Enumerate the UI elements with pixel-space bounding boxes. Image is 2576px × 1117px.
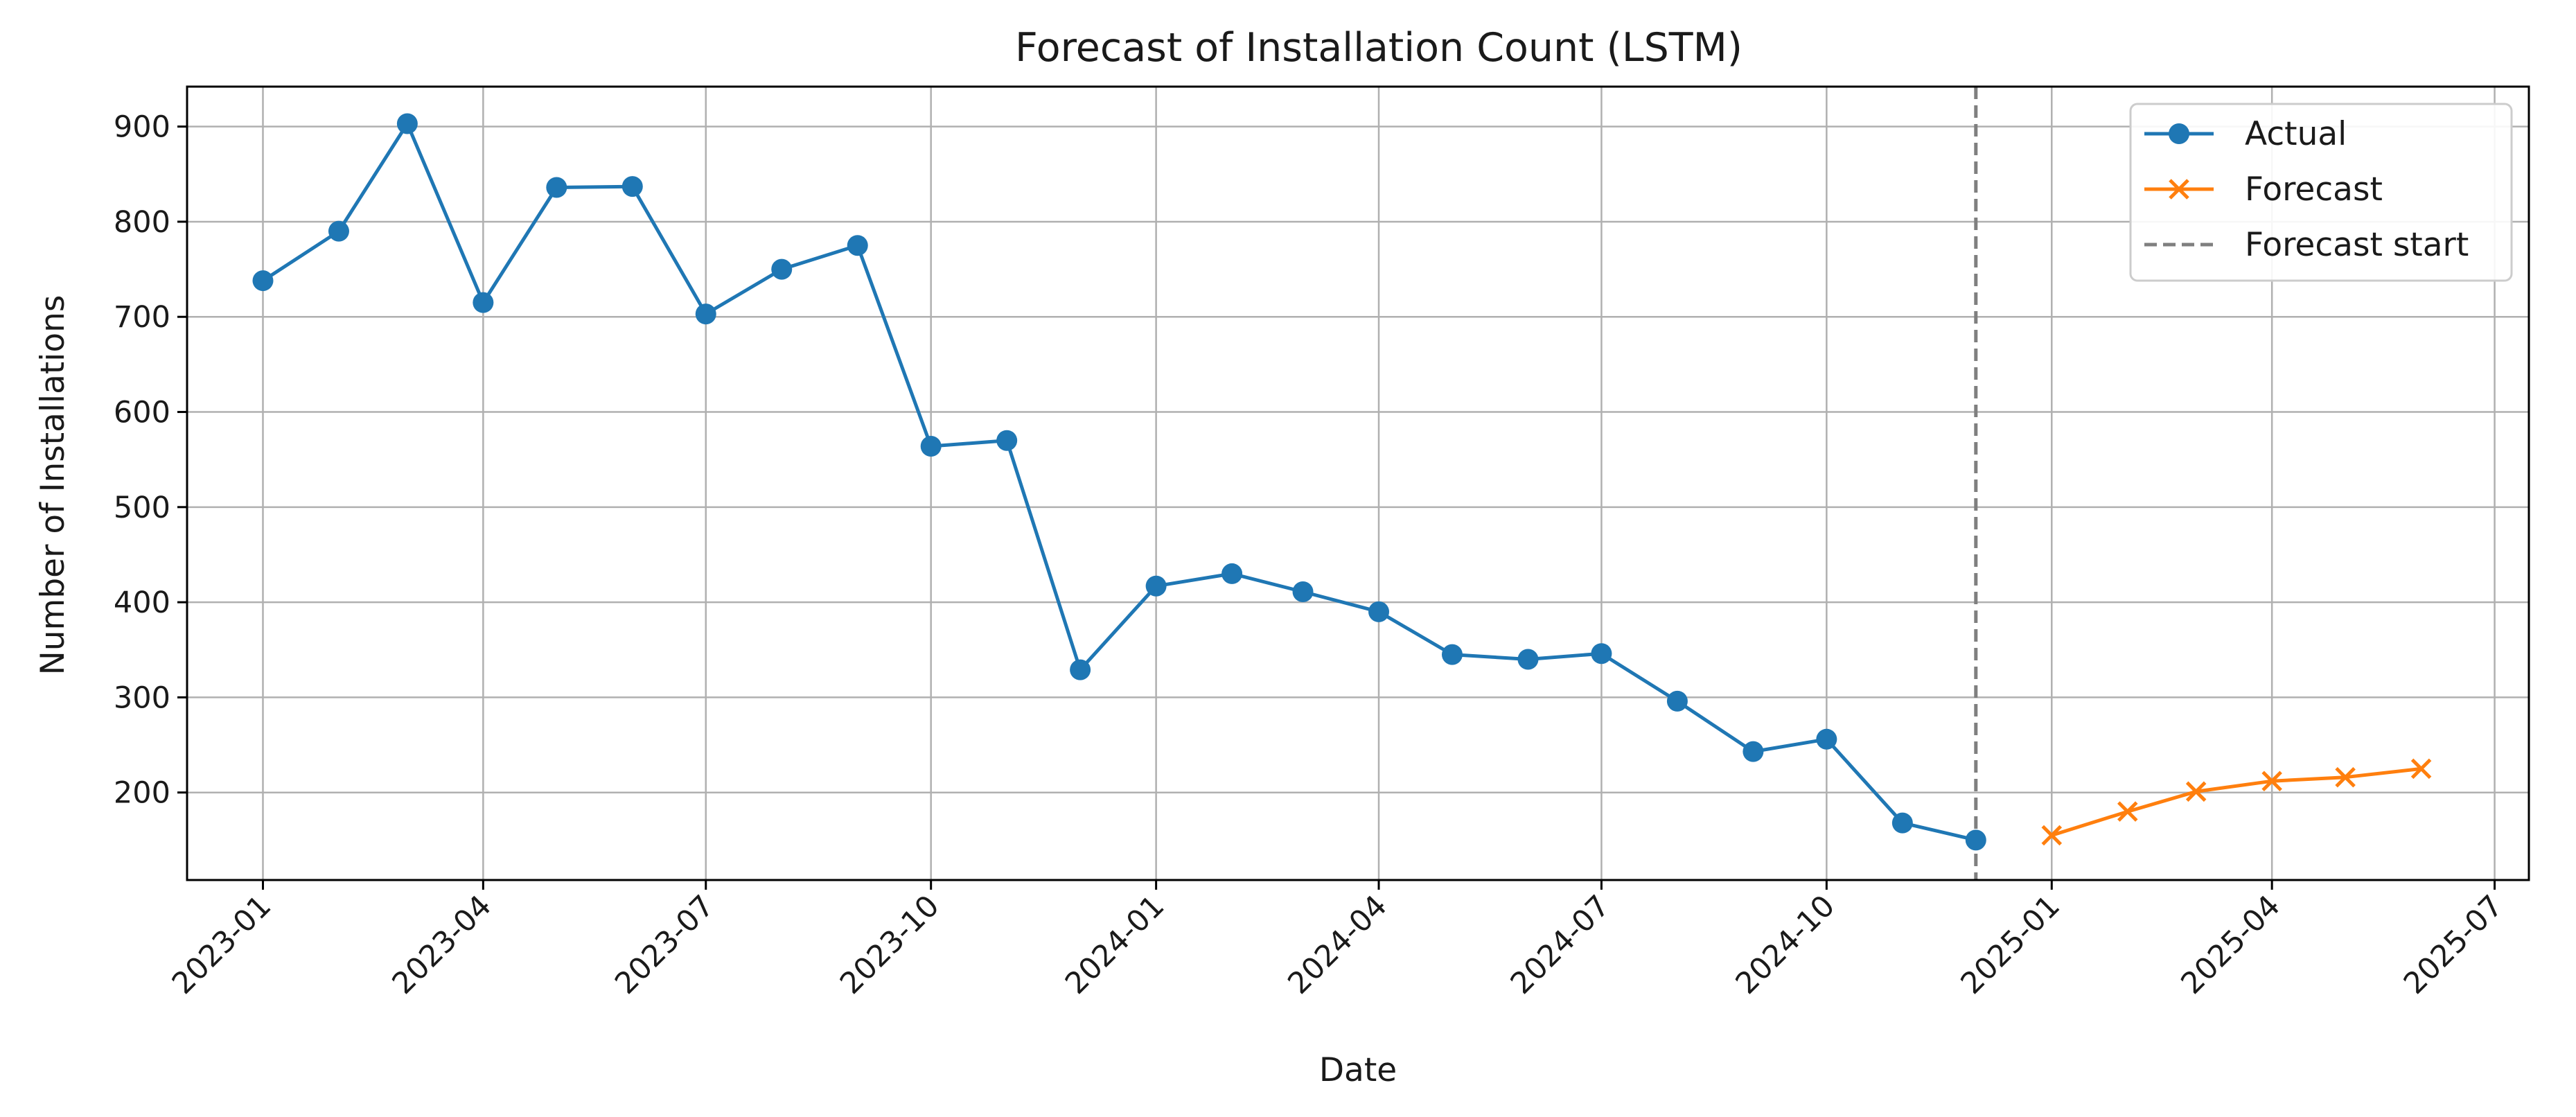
- y-axis-ticks: 200 300 400 500 600 700 800 900: [114, 110, 187, 811]
- legend-entry-forecast-start: Forecast start: [2144, 226, 2469, 264]
- x-axis-title: Date: [1319, 1051, 1397, 1089]
- legend: Actual Forecast Forecast start: [2129, 103, 2513, 282]
- data-point-actual: [771, 258, 793, 280]
- series-line-actual: [262, 122, 1977, 842]
- y-tick-label: 900: [114, 110, 170, 145]
- data-point-actual: [252, 270, 274, 292]
- data-point-forecast: [2410, 758, 2432, 780]
- data-point-actual: [1221, 563, 1243, 584]
- data-point-actual: [1666, 690, 1688, 712]
- y-tick-label: 800: [114, 205, 170, 240]
- data-point-actual: [1891, 812, 1913, 834]
- data-point-forecast: [2335, 766, 2356, 788]
- data-point-actual: [1591, 643, 1612, 665]
- legend-entry-forecast: Forecast: [2144, 170, 2383, 209]
- data-point-actual: [473, 292, 494, 313]
- data-point-actual: [847, 235, 868, 256]
- legend-label-actual: Actual: [2245, 115, 2347, 153]
- y-tick-label: 600: [114, 396, 170, 430]
- data-point-actual: [1070, 659, 1091, 680]
- data-point-actual: [1517, 649, 1539, 670]
- data-point-actual: [1292, 581, 1314, 603]
- data-point-actual: [920, 435, 942, 457]
- legend-label-forecast: Forecast: [2245, 170, 2383, 209]
- y-tick-label: 400: [114, 586, 170, 620]
- data-point-actual: [546, 177, 567, 198]
- data-point-forecast: [2261, 771, 2282, 791]
- data-point-actual: [396, 113, 418, 134]
- y-tick-label: 300: [114, 680, 170, 715]
- data-point-actual: [1743, 741, 1764, 762]
- data-point-forecast: [2041, 825, 2063, 846]
- series-layer: [252, 113, 2432, 851]
- data-point-forecast: [2117, 801, 2138, 822]
- data-point-actual: [1965, 829, 1986, 851]
- legend-actual-marker: [2169, 123, 2189, 144]
- plot-frame: [186, 85, 2530, 881]
- y-axis-title: Number of Installations: [34, 295, 72, 676]
- legend-label-forecast-start: Forecast start: [2245, 226, 2469, 264]
- data-point-actual: [1145, 575, 1167, 597]
- y-tick-label: 200: [114, 776, 170, 811]
- data-point-actual: [695, 304, 716, 325]
- y-tick-label: 700: [114, 300, 170, 335]
- data-point-actual: [996, 430, 1018, 451]
- chart-title: Forecast of Installation Count (LSTM): [1015, 25, 1743, 71]
- data-point-actual: [1816, 728, 1837, 750]
- legend-entry-actual: Actual: [2144, 115, 2347, 153]
- series-line-forecast: [2051, 766, 2421, 837]
- legend-forecast-marker: [2169, 179, 2189, 200]
- data-point-actual: [1368, 601, 1390, 622]
- data-point-actual: [621, 176, 643, 197]
- data-point-actual: [1441, 644, 1463, 665]
- y-tick-label: 500: [114, 491, 170, 525]
- data-point-forecast: [2185, 781, 2207, 802]
- data-point-actual: [328, 220, 349, 242]
- legend-box: [2129, 103, 2513, 282]
